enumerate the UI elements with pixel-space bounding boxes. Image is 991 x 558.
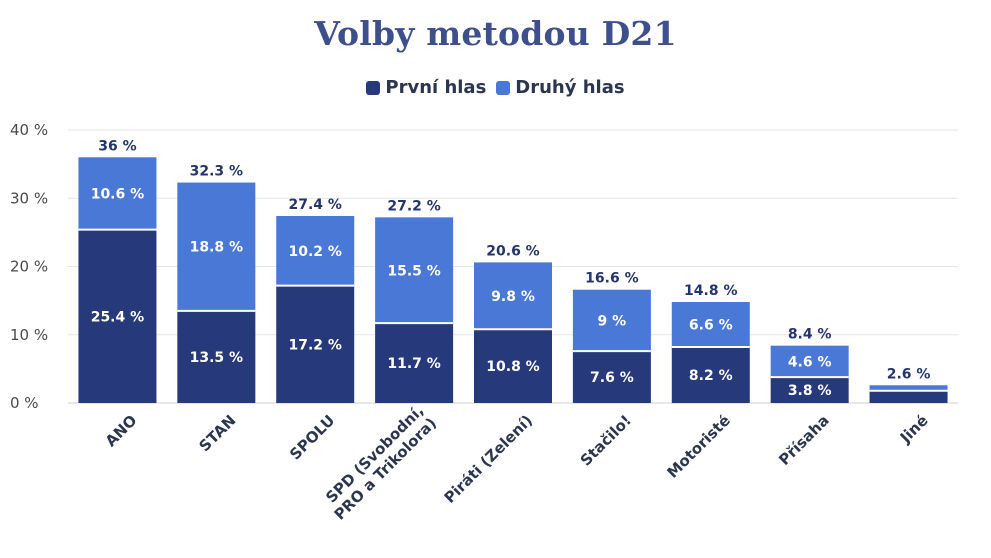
bar-segment bbox=[474, 262, 552, 330]
bar-segment bbox=[572, 289, 651, 352]
legend-item-druhy-hlas[interactable]: Druhý hlas bbox=[496, 77, 625, 98]
bar-segment bbox=[78, 157, 157, 230]
bar-segment bbox=[572, 351, 651, 403]
bar-segment bbox=[78, 229, 157, 403]
data-label: 10.6 % bbox=[91, 186, 144, 202]
legend-swatch-prvni-hlas bbox=[366, 80, 381, 95]
y-tick-label: 40 % bbox=[10, 121, 48, 139]
bar-segment bbox=[770, 377, 849, 403]
legend: První hlas Druhý hlas bbox=[0, 77, 991, 98]
total-label: 20.6 % bbox=[486, 243, 539, 259]
total-label: 36 % bbox=[98, 138, 136, 154]
bar-segment bbox=[375, 217, 454, 324]
x-tick-label: ANO bbox=[102, 411, 141, 450]
data-label: 15.5 % bbox=[387, 263, 440, 279]
data-label: 13.5 % bbox=[190, 350, 243, 366]
x-tick-label: Piráti (Zelení) bbox=[441, 411, 537, 507]
total-label: 27.2 % bbox=[387, 198, 440, 214]
data-label: 10.2 % bbox=[288, 244, 341, 260]
data-label: 17.2 % bbox=[288, 337, 341, 353]
total-label: 27.4 % bbox=[288, 197, 341, 213]
legend-label-prvni-hlas: První hlas bbox=[385, 77, 487, 98]
bar-segment bbox=[671, 301, 750, 348]
data-label: 4.6 % bbox=[788, 354, 832, 370]
data-label: 25.4 % bbox=[91, 309, 144, 325]
total-label: 8.4 % bbox=[788, 327, 832, 343]
x-tick-label: Jiné bbox=[896, 411, 932, 447]
bar-segment bbox=[474, 329, 552, 403]
y-tick-label: 20 % bbox=[10, 258, 48, 276]
bar-segment bbox=[177, 310, 256, 403]
data-label: 10.8 % bbox=[486, 359, 539, 375]
bar-segment bbox=[869, 390, 948, 403]
x-tick-label: STAN bbox=[196, 411, 240, 455]
x-tick-label: Stačilo! bbox=[577, 411, 635, 469]
bar-segment bbox=[671, 347, 750, 403]
bar-segment bbox=[276, 285, 355, 403]
data-label: 6.6 % bbox=[689, 318, 733, 334]
legend-label-druhy-hlas: Druhý hlas bbox=[515, 77, 625, 98]
data-label: 9.8 % bbox=[491, 289, 535, 305]
y-tick-label: 10 % bbox=[10, 326, 48, 344]
x-tick-label: Přísaha bbox=[775, 411, 833, 469]
total-label: 2.6 % bbox=[887, 366, 931, 382]
legend-swatch-druhy-hlas bbox=[496, 80, 511, 95]
x-tick-label: SPOLU bbox=[286, 411, 338, 463]
bar-segment bbox=[869, 385, 948, 391]
total-label: 32.3 % bbox=[190, 164, 243, 180]
bar-segment bbox=[177, 182, 256, 311]
total-label: 14.8 % bbox=[684, 283, 737, 299]
x-tick-label: Motoristé bbox=[663, 411, 733, 481]
bar-segment bbox=[375, 323, 454, 403]
bar-segment bbox=[276, 215, 355, 286]
chart-title: Volby metodou D21 bbox=[314, 14, 677, 53]
legend-item-prvni-hlas[interactable]: První hlas bbox=[366, 77, 486, 98]
data-label: 9 % bbox=[598, 313, 627, 329]
data-label: 3.8 % bbox=[788, 383, 832, 399]
y-tick-label: 30 % bbox=[10, 189, 48, 207]
bar-segment bbox=[770, 345, 849, 378]
data-label: 8.2 % bbox=[689, 368, 733, 384]
data-label: 7.6 % bbox=[590, 370, 634, 386]
total-label: 16.6 % bbox=[585, 271, 638, 287]
data-label: 11.7 % bbox=[387, 356, 440, 372]
y-tick-label: 0 % bbox=[10, 394, 39, 412]
x-tick-label: SPD (Svobodní,PRO a Trikolora) bbox=[318, 401, 440, 523]
data-label: 18.8 % bbox=[190, 240, 243, 256]
